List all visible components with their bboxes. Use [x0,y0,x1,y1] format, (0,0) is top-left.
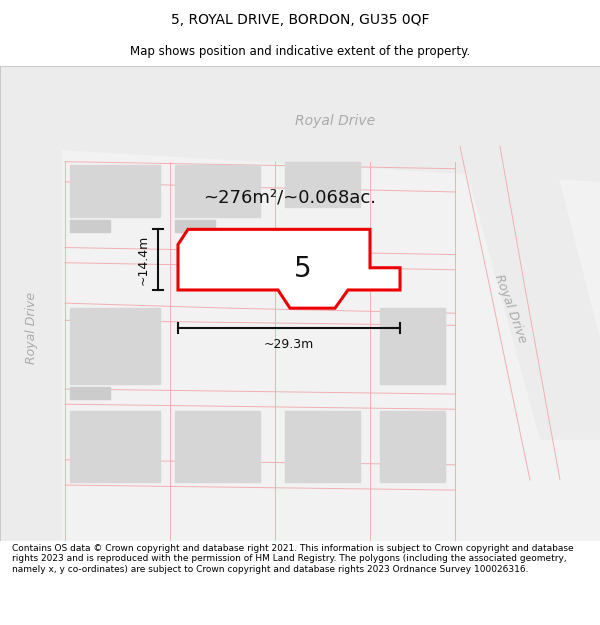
Bar [380,411,445,482]
Text: Contains OS data © Crown copyright and database right 2021. This information is : Contains OS data © Crown copyright and d… [12,544,574,574]
Text: 5: 5 [295,255,312,283]
Text: Royal Drive: Royal Drive [295,114,375,128]
Bar [70,387,110,399]
Bar [175,164,260,217]
Text: ~14.4m: ~14.4m [137,234,150,285]
Bar [70,411,160,482]
Bar [70,164,160,217]
Bar [285,411,360,482]
Bar [175,220,215,232]
Polygon shape [178,229,400,308]
Bar [380,308,445,384]
Text: ~29.3m: ~29.3m [264,339,314,351]
Text: Map shows position and indicative extent of the property.: Map shows position and indicative extent… [130,45,470,58]
Polygon shape [460,66,600,439]
Bar [70,308,160,384]
Text: 5, ROYAL DRIVE, BORDON, GU35 0QF: 5, ROYAL DRIVE, BORDON, GU35 0QF [171,12,429,27]
Bar [285,162,360,207]
Bar [70,220,110,232]
Text: ~276m²/~0.068ac.: ~276m²/~0.068ac. [203,188,377,206]
Polygon shape [0,131,62,541]
Polygon shape [0,66,600,182]
Bar [175,411,260,482]
Text: Royal Drive: Royal Drive [25,292,38,364]
Text: Royal Drive: Royal Drive [491,272,529,344]
